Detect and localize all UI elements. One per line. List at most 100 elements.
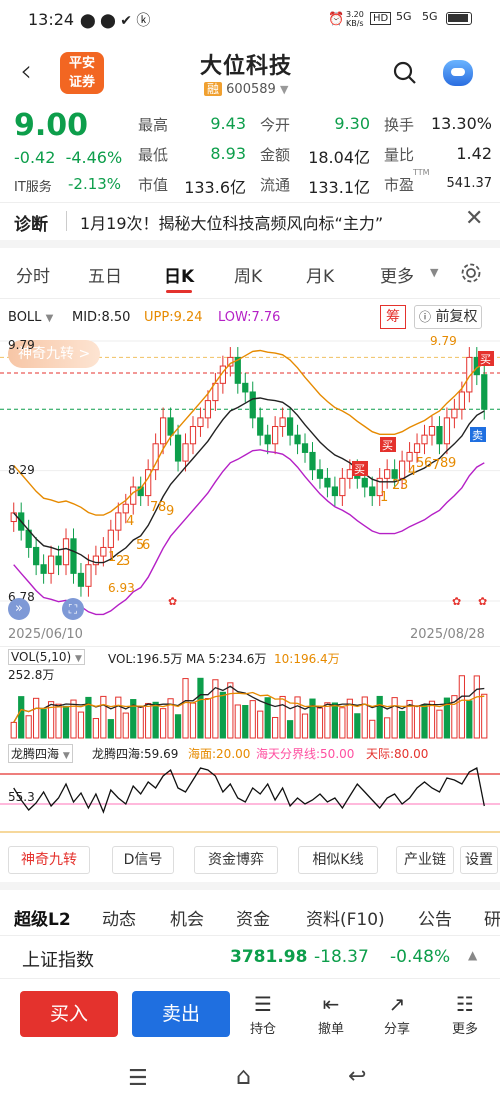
high-mark: 9.79 bbox=[430, 334, 457, 348]
tab-period-5[interactable]: 更多 bbox=[380, 267, 414, 287]
more-button[interactable]: ☷ 更多 bbox=[440, 992, 490, 1037]
candle-body bbox=[204, 400, 212, 419]
volume-bar bbox=[264, 697, 271, 739]
quote-label-4: 金额 bbox=[260, 146, 291, 164]
stock-code-row[interactable]: 融 600589 ▼ bbox=[204, 80, 288, 97]
vol-value: VOL:196.5万 bbox=[108, 652, 183, 666]
ltsh-value: 龙腾四海:59.69 bbox=[92, 747, 179, 761]
broker-logo: 平安 证券 bbox=[60, 52, 104, 94]
sub-tab-2[interactable]: 机会 bbox=[170, 910, 204, 930]
candle-body bbox=[137, 486, 144, 497]
settings-gear-icon[interactable] bbox=[460, 262, 482, 284]
volume-bar bbox=[137, 706, 144, 739]
volume-bar bbox=[346, 698, 353, 739]
volume-chart[interactable] bbox=[0, 668, 500, 740]
tab-period-4[interactable]: 月K bbox=[306, 267, 335, 287]
candle-body bbox=[436, 426, 443, 445]
func-button-4[interactable]: 产业链 bbox=[396, 846, 454, 874]
volume-bar bbox=[406, 699, 413, 739]
y-axis-mid: 8.29 bbox=[8, 463, 35, 477]
tab-period-3[interactable]: 周K bbox=[234, 267, 263, 287]
candle-body bbox=[242, 382, 249, 393]
expand-left-icon[interactable]: » bbox=[8, 598, 30, 620]
vol-indicator-select[interactable]: VOL(5,10) ▼ bbox=[8, 649, 85, 665]
back-nav-icon[interactable]: ↩ bbox=[348, 1064, 367, 1089]
zoom-icon[interactable]: ⛶ bbox=[62, 598, 84, 620]
diagnosis-text[interactable]: 1月19次！揭秘大位科技高频风向标“主力” bbox=[80, 214, 384, 233]
date-start: 2025/06/10 bbox=[8, 627, 83, 642]
volume-bar bbox=[77, 711, 85, 739]
sub-tab-0[interactable]: 超级L2 bbox=[14, 910, 71, 930]
alarm-icon: ⏰ bbox=[328, 12, 345, 27]
candle-body bbox=[107, 529, 114, 548]
index-name[interactable]: 上证指数 bbox=[22, 950, 94, 971]
nine-turn-count: 8 bbox=[158, 500, 166, 515]
volume-bar bbox=[92, 718, 100, 739]
volume-bar bbox=[55, 703, 62, 739]
sub-tab-6[interactable]: 研 bbox=[484, 910, 500, 930]
sub-tab-5[interactable]: 公告 bbox=[418, 910, 452, 930]
nine-turn-count: 7 bbox=[432, 458, 440, 473]
volume-bar bbox=[294, 696, 301, 739]
nine-turn-count: 9 bbox=[166, 504, 174, 519]
candle-body bbox=[369, 486, 376, 497]
sell-button[interactable]: 卖出 bbox=[132, 991, 230, 1037]
search-icon[interactable] bbox=[392, 60, 418, 86]
volume-bar bbox=[339, 707, 346, 739]
candle-body bbox=[406, 451, 413, 462]
quote-value-2: 13.30% bbox=[430, 114, 492, 133]
candle-body bbox=[122, 503, 129, 514]
magic-nine-button[interactable]: 神奇九转 > bbox=[8, 340, 101, 368]
volume-bar bbox=[234, 704, 241, 739]
chip-button[interactable]: 筹 bbox=[380, 305, 406, 329]
cancel-order-button[interactable]: ⇤ 撤单 bbox=[306, 992, 356, 1037]
volume-bar bbox=[421, 704, 428, 739]
nine-turn-count: 3 bbox=[400, 478, 408, 493]
holdings-button[interactable]: ☰ 持仓 bbox=[238, 992, 288, 1037]
sub-tab-1[interactable]: 动态 bbox=[102, 910, 136, 930]
home-icon[interactable]: ⌂ bbox=[236, 1062, 252, 1090]
func-button-5[interactable]: 设置 bbox=[460, 846, 498, 874]
sector-row[interactable]: IT服务 bbox=[14, 180, 52, 195]
func-button-1[interactable]: D信号 bbox=[112, 846, 174, 874]
stock-code: 600589 bbox=[226, 82, 276, 97]
volume-bar bbox=[361, 696, 368, 739]
volume-bar bbox=[40, 709, 47, 739]
volume-bar bbox=[481, 693, 488, 739]
quote-label-5: 量比 bbox=[384, 146, 415, 164]
volume-bar bbox=[227, 682, 234, 739]
buy-signal-label: 买 bbox=[382, 439, 393, 452]
ttm-badge: TTM bbox=[413, 168, 430, 177]
close-icon[interactable]: ✕ bbox=[465, 206, 484, 231]
tab-period-2[interactable]: 日K bbox=[164, 267, 195, 287]
volume-bar bbox=[301, 713, 309, 739]
sub-tab-3[interactable]: 资金 bbox=[236, 910, 270, 930]
candle-body bbox=[316, 469, 324, 479]
ltsh-indicator-select[interactable]: 龙腾四海 ▼ bbox=[8, 744, 73, 763]
back-icon[interactable]: ‹ bbox=[20, 54, 32, 89]
more-chevron-icon: ▼ bbox=[430, 266, 439, 279]
robot-assistant-icon[interactable] bbox=[443, 60, 473, 86]
quote-value-7: 133.1亿 bbox=[308, 178, 370, 197]
boll-mid: MID:8.50 bbox=[72, 310, 131, 325]
price-change: -0.42 -4.46% bbox=[14, 148, 123, 167]
candle-body bbox=[272, 426, 279, 445]
buy-button[interactable]: 买入 bbox=[20, 991, 118, 1037]
func-button-2[interactable]: 资金博弈 bbox=[194, 846, 278, 874]
nav-bar: ☰ ⌂ ↩ bbox=[0, 1052, 500, 1106]
sub-tab-4[interactable]: 资料(F10) bbox=[306, 910, 385, 930]
func-button-3[interactable]: 相似K线 bbox=[298, 846, 378, 874]
boll-indicator-select[interactable]: BOLL ▼ bbox=[8, 310, 54, 325]
fuquan-select[interactable]: ⓘ 前复权 bbox=[414, 305, 483, 329]
longteng-chart[interactable] bbox=[0, 762, 500, 834]
tab-period-0[interactable]: 分时 bbox=[16, 267, 50, 287]
tab-period-1[interactable]: 五日 bbox=[88, 267, 122, 287]
battery-icon bbox=[446, 12, 472, 25]
recents-icon[interactable]: ☰ bbox=[128, 1066, 148, 1091]
share-button[interactable]: ↗ 分享 bbox=[372, 992, 422, 1037]
volume-bar bbox=[18, 696, 25, 739]
chevron-up-icon[interactable]: ▲ bbox=[468, 948, 478, 962]
candle-body bbox=[130, 486, 137, 505]
func-button-0[interactable]: 神奇九转 bbox=[8, 846, 90, 874]
